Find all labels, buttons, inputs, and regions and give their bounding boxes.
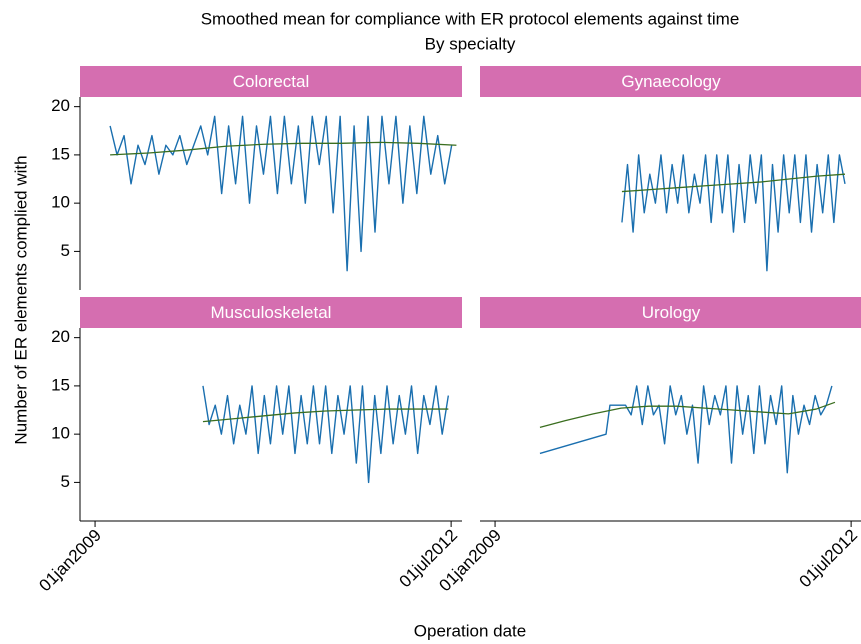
series-line: [202, 408, 449, 423]
series-line: [539, 385, 833, 474]
y-tick-label: 5: [61, 241, 70, 260]
y-tick-label: 15: [51, 144, 70, 163]
x-tick-label: 01jan2009: [35, 526, 105, 596]
series-line: [202, 385, 450, 484]
x-tick-label: 01jul2012: [796, 526, 861, 592]
y-tick-label: 20: [51, 96, 70, 115]
series-line: [621, 173, 846, 193]
panel-title: Musculoskeletal: [211, 303, 332, 322]
chart-title: Smoothed mean for compliance with ER pro…: [201, 9, 740, 28]
series-line: [539, 401, 836, 429]
chart-subtitle: By specialty: [425, 34, 516, 53]
panel-header: [480, 66, 861, 97]
x-axis-label: Operation date: [414, 621, 526, 640]
y-tick-label: 5: [61, 472, 70, 491]
panel-header: [480, 297, 861, 328]
series-line: [621, 154, 846, 272]
y-tick-label: 10: [51, 424, 70, 443]
y-tick-label: 15: [51, 375, 70, 394]
y-tick-label: 10: [51, 193, 70, 212]
panel-title: Urology: [642, 303, 701, 322]
series-line: [110, 141, 457, 156]
panel-title: Gynaecology: [621, 72, 721, 91]
panel-header: [80, 297, 462, 328]
y-tick-label: 20: [51, 327, 70, 346]
series-line: [109, 115, 453, 272]
panel-header: [80, 66, 462, 97]
panel-title: Colorectal: [233, 72, 310, 91]
y-axis-label: Number of ER elements complied with: [11, 155, 30, 444]
